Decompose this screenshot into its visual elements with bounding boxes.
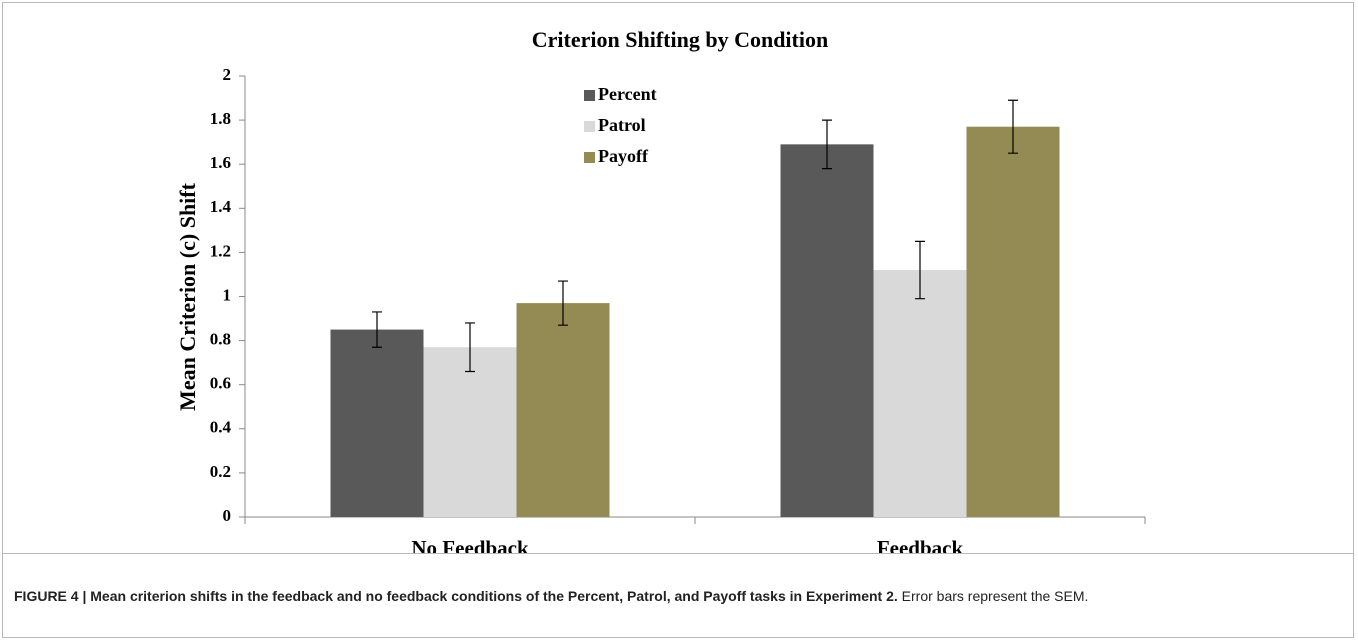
y-tick-label: 1 [223, 285, 232, 304]
y-tick-label: 0 [223, 506, 232, 525]
bar [423, 347, 517, 517]
legend-label: Percent [598, 84, 657, 104]
x-tick-label: Feedback [877, 536, 964, 553]
legend-label: Payoff [598, 146, 649, 166]
y-tick-label: 0.8 [210, 330, 231, 349]
bar [873, 270, 967, 517]
y-tick-label: 0.6 [210, 374, 231, 393]
caption-label: FIGURE 4 | Mean criterion shifts in the … [14, 588, 898, 604]
caption: FIGURE 4 | Mean criterion shifts in the … [14, 584, 1334, 609]
bar [330, 329, 424, 517]
error-bar [1008, 99, 1018, 154]
legend-swatch [584, 90, 595, 101]
error-bar [372, 311, 382, 348]
error-bar [465, 322, 475, 373]
chart-title: Criterion Shifting by Condition [532, 27, 828, 52]
y-tick-label: 0.2 [210, 462, 231, 481]
bar [966, 126, 1060, 517]
error-bar [915, 240, 925, 300]
bar [516, 303, 610, 517]
y-tick-label: 1.6 [210, 153, 231, 172]
y-tick-label: 1.8 [210, 109, 231, 128]
y-tick-label: 1.2 [210, 241, 231, 260]
bar [780, 144, 874, 518]
error-bar [822, 119, 832, 170]
legend-label: Patrol [598, 115, 646, 135]
error-bar [558, 280, 568, 326]
caption-text: Error bars represent the SEM. [897, 588, 1089, 604]
y-tick-label: 0.4 [210, 418, 232, 437]
divider [2, 553, 1354, 554]
y-tick-label: 2 [223, 65, 232, 84]
legend-swatch [584, 121, 595, 132]
chart: Criterion Shifting by Condition Mean Cri… [175, 27, 1146, 553]
x-tick-label: No Feedback [411, 536, 529, 553]
legend-swatch [584, 152, 595, 163]
y-tick-label: 1.4 [210, 197, 232, 216]
y-axis-label: Mean Criterion (c) Shift [175, 182, 200, 411]
